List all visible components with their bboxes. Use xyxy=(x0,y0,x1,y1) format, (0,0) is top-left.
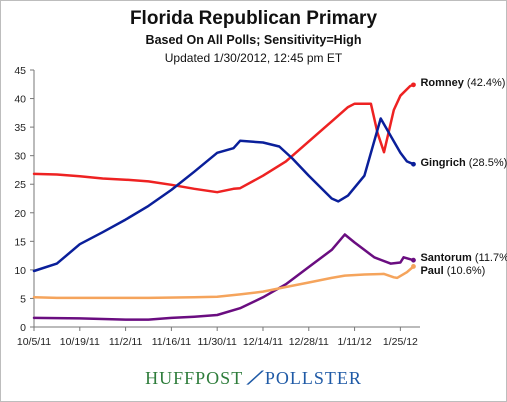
paul-end-label: Paul (10.6%) xyxy=(420,265,485,277)
y-tick-label: 10 xyxy=(14,265,26,277)
x-tick-label: 10/19/11 xyxy=(60,336,100,348)
santorum-end-dot xyxy=(411,257,416,263)
quill-icon: ⟋ xyxy=(247,368,261,388)
y-tick-label: 35 xyxy=(14,122,26,134)
brand-right: POLLSTER xyxy=(264,368,362,388)
huffpost-pollster-logo[interactable]: HUFFPOST ⟋ POLLSTER xyxy=(0,368,507,389)
x-tick-label: 11/30/11 xyxy=(198,336,237,348)
gingrich-series-line xyxy=(32,117,415,273)
y-tick-label: 30 xyxy=(14,151,26,163)
romney-end-dot xyxy=(411,82,416,88)
y-tick-label: 25 xyxy=(14,179,26,191)
chart-subtitle: Based On All Polls; Sensitivity=High xyxy=(145,33,362,47)
paul-series-line xyxy=(32,265,415,300)
y-tick-label: 20 xyxy=(14,208,26,220)
y-tick-label: 40 xyxy=(14,94,26,106)
gingrich-end-label: Gingrich (28.5%) xyxy=(420,157,507,169)
santorum-series-line xyxy=(32,233,415,321)
updated-timestamp: Updated 1/30/2012, 12:45 pm ET xyxy=(164,51,343,65)
x-tick-label: 10/5/11 xyxy=(17,336,51,348)
x-tick-label: 12/14/11 xyxy=(243,336,283,348)
x-tick-label: 1/11/12 xyxy=(337,336,371,348)
x-tick-label: 1/25/12 xyxy=(383,336,418,348)
y-tick-label: 15 xyxy=(14,236,26,248)
chart-title: Florida Republican Primary xyxy=(129,8,378,29)
y-tick-label: 45 xyxy=(14,65,26,77)
santorum-end-label: Santorum (11.7%) xyxy=(420,252,507,264)
y-tick-label: 0 xyxy=(20,322,26,334)
paul-end-dot xyxy=(411,264,416,269)
x-tick-label: 11/16/11 xyxy=(152,336,191,348)
x-tick-label: 11/2/11 xyxy=(109,336,143,348)
y-tick-label: 5 xyxy=(20,293,26,305)
romney-end-label: Romney (42.4%) xyxy=(420,77,505,89)
gingrich-end-dot xyxy=(411,161,416,167)
romney-series-line xyxy=(32,83,415,194)
brand-left: HUFFPOST xyxy=(145,368,244,388)
x-tick-label: 12/28/11 xyxy=(289,336,329,348)
